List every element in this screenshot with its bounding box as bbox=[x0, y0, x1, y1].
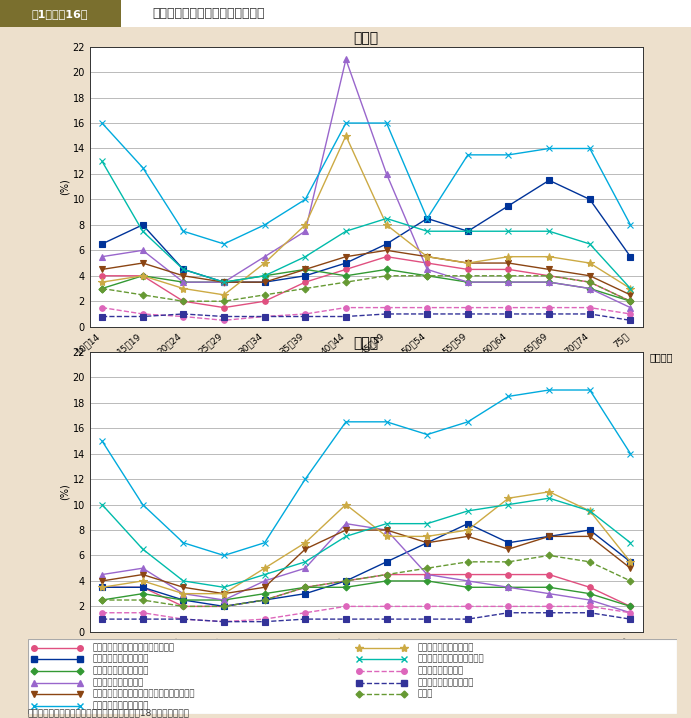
Text: 第1－特－16図: 第1－特－16図 bbox=[32, 9, 88, 19]
Text: 国際協力に関係した活動: 国際協力に関係した活動 bbox=[417, 678, 474, 687]
Text: 子供を対象とした活動: 子供を対象とした活動 bbox=[93, 678, 144, 687]
Text: 性別年代別活動の種類別行動者率: 性別年代別活動の種類別行動者率 bbox=[152, 7, 265, 20]
Text: （年齢）: （年齢） bbox=[650, 657, 673, 667]
Bar bbox=[121, 0, 691, 27]
Text: 高齢者を対象とした活動: 高齢者を対象とした活動 bbox=[93, 655, 149, 664]
Text: 災害に関係した活動: 災害に関係した活動 bbox=[417, 666, 464, 676]
Text: 障害者を対象とした活動: 障害者を対象とした活動 bbox=[93, 666, 149, 676]
Y-axis label: (%): (%) bbox=[59, 483, 70, 500]
Text: まちづくりのための活動: まちづくりのための活動 bbox=[93, 701, 149, 710]
Bar bbox=[0, 0, 121, 27]
Text: 健康や医療サービスに関係した活動: 健康や医療サービスに関係した活動 bbox=[93, 643, 175, 652]
Title: 男　性: 男 性 bbox=[354, 337, 379, 350]
Text: （備考）　総務省「社会生活基本調査」（平成18年）より作成。: （備考） 総務省「社会生活基本調査」（平成18年）より作成。 bbox=[28, 708, 189, 717]
Text: スポーツ・文化・芸術・学術に関係した活動: スポーツ・文化・芸術・学術に関係した活動 bbox=[93, 689, 195, 699]
Text: （年齢）: （年齢） bbox=[650, 352, 673, 362]
Text: その他: その他 bbox=[417, 689, 433, 699]
Text: 自然や環境を守るための活動: 自然や環境を守るための活動 bbox=[417, 655, 484, 664]
Text: 安全な生活のための活動: 安全な生活のための活動 bbox=[417, 643, 474, 652]
Y-axis label: (%): (%) bbox=[59, 178, 70, 195]
Title: 女　性: 女 性 bbox=[354, 32, 379, 45]
